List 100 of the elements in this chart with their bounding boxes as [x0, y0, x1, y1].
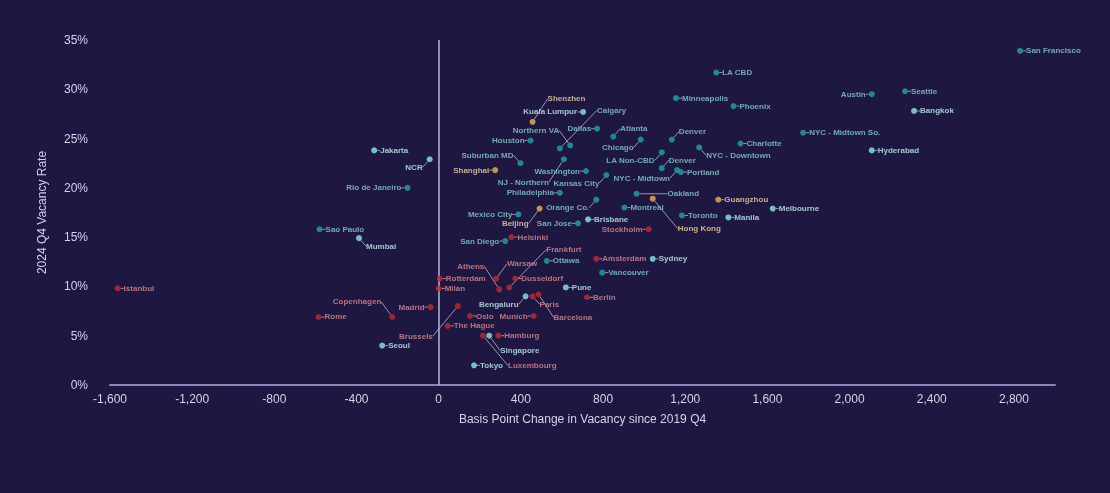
annotation: Manila [734, 212, 760, 222]
point [567, 142, 574, 149]
annotation: San Diego [460, 236, 500, 246]
point [315, 313, 322, 320]
point [316, 226, 323, 233]
x-tick-label: 0 [435, 392, 443, 406]
annotation: Shanghai [453, 165, 490, 175]
point [515, 211, 522, 218]
point [114, 285, 121, 292]
point [527, 137, 534, 144]
point [584, 294, 591, 301]
annotation: Ottawa [552, 256, 580, 266]
point [492, 167, 499, 174]
annotation: NJ - Northern [497, 177, 549, 187]
point [435, 285, 442, 292]
point [495, 332, 502, 339]
annotation: Tokyo [480, 360, 504, 370]
annotation: Phoenix [739, 101, 772, 111]
point [580, 108, 587, 115]
annotation: Kuala Lumpur [523, 107, 578, 117]
point [444, 322, 451, 329]
point [1017, 47, 1024, 54]
annotation: Minneapolis [681, 93, 729, 103]
annotation: Charlotte [746, 139, 783, 148]
annotation: Athens [457, 261, 485, 271]
annotation: Munich [499, 311, 528, 321]
annotation: LA Non-CBD [606, 155, 655, 165]
point [645, 226, 652, 233]
point [427, 304, 434, 311]
point [603, 172, 610, 179]
annotation: Milan [444, 283, 466, 293]
annotation: Northern VA [512, 125, 560, 135]
point [725, 214, 732, 221]
point [672, 95, 679, 102]
point [556, 189, 563, 196]
x-tick-label: -800 [262, 392, 287, 406]
point [677, 169, 684, 176]
point [658, 149, 665, 156]
point [486, 332, 493, 339]
annotation: Istanbul [123, 283, 155, 293]
y-axis-title: 2024 Q4 Vacancy Rate [35, 150, 49, 275]
y-tick-label: 30% [63, 82, 89, 97]
point [562, 284, 569, 291]
point [637, 136, 644, 143]
point [574, 220, 581, 227]
point [621, 204, 628, 211]
annotation: Vancouver [608, 268, 649, 278]
point [480, 332, 487, 339]
y-tick-label: 20% [63, 180, 89, 195]
y-tick-label: 0% [70, 378, 89, 392]
point [649, 255, 656, 262]
annotation: Sydney [658, 254, 688, 264]
point [404, 184, 411, 191]
point [530, 313, 537, 319]
annotation: Hamburg [504, 331, 540, 341]
annotation: Chicago [602, 143, 634, 153]
point [508, 234, 515, 241]
annotation: Frankfurt [546, 244, 582, 254]
annotation: Amsterdam [602, 254, 647, 264]
annotation: Philadelphia [506, 188, 555, 198]
annotation: Oakland [667, 189, 700, 199]
annotation: Sao Paulo [325, 224, 365, 234]
x-tick-label: 2,000 [834, 392, 865, 406]
annotation: Calgary [596, 105, 627, 115]
annotation: Copenhagen [332, 297, 382, 307]
point [911, 107, 918, 114]
point [800, 129, 807, 136]
point [496, 286, 503, 293]
point [696, 144, 703, 151]
point [649, 195, 656, 202]
annotation: Madrid [398, 302, 425, 312]
point [502, 238, 509, 245]
annotation: Hong Kong [677, 224, 721, 234]
point [593, 196, 600, 203]
annotation: The Hague [453, 321, 496, 331]
point [658, 165, 665, 172]
annotation: NCR [405, 162, 423, 172]
x-tick-label: 2,800 [998, 392, 1030, 406]
annotation: Luxembourg [508, 361, 557, 371]
point [493, 275, 500, 282]
x-tick-label: 400 [510, 392, 532, 406]
annotation: Rome [324, 312, 348, 322]
point [522, 293, 529, 300]
point [535, 291, 542, 298]
annotation: Bangkok [920, 106, 955, 116]
point [506, 284, 513, 291]
y-tick-label: 25% [63, 131, 89, 146]
point [583, 168, 589, 175]
annotation: Rio de Janeiro [346, 183, 402, 193]
point [868, 147, 875, 154]
point [371, 147, 378, 154]
point [730, 103, 737, 110]
point [556, 145, 563, 152]
y-tick-label: 5% [70, 328, 89, 343]
point [585, 216, 592, 223]
point [737, 140, 744, 147]
point [355, 235, 362, 242]
x-tick-label: -400 [344, 392, 369, 406]
annotation: Melbourne [778, 204, 820, 214]
annotation: NYC - Downtown [706, 150, 771, 160]
